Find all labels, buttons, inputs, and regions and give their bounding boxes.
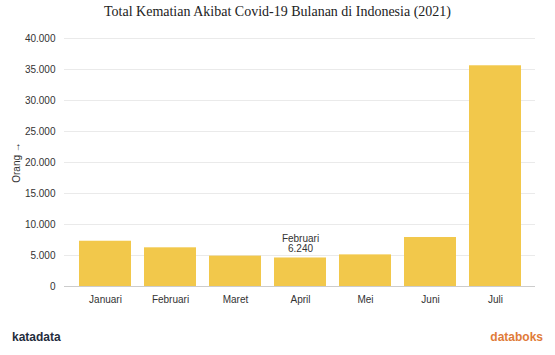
svg-text:Februari: Februari — [152, 294, 189, 305]
svg-text:10.000: 10.000 — [25, 219, 56, 230]
html-text:databoks: databoks — [490, 330, 543, 344]
svg-text:40.000: 40.000 — [25, 33, 56, 44]
svg-text:30.000: 30.000 — [25, 95, 56, 106]
svg-text:Juni: Juni — [421, 294, 439, 305]
svg-text:35.000: 35.000 — [25, 64, 56, 75]
svg-text:Maret: Maret — [223, 294, 249, 305]
svg-text:Juli: Juli — [488, 294, 503, 305]
html-text:katadata: katadata — [12, 330, 61, 344]
svg-text:Mei: Mei — [357, 294, 373, 305]
svg-text:5.000: 5.000 — [30, 250, 55, 261]
svg-text:April: April — [290, 294, 310, 305]
svg-text:0: 0 — [50, 281, 56, 292]
svg-text:25.000: 25.000 — [25, 126, 56, 137]
svg-text:20.000: 20.000 — [25, 157, 56, 168]
svg-text:Februari6.240: Februari6.240 — [282, 233, 319, 254]
html-text:Total Kematian Akibat Covid-19: Total Kematian Akibat Covid-19 Bulanan d… — [104, 4, 451, 19]
svg-text:Januari: Januari — [89, 294, 122, 305]
svg-text:Orang →: Orang → — [11, 142, 22, 183]
svg-text:15.000: 15.000 — [25, 188, 56, 199]
